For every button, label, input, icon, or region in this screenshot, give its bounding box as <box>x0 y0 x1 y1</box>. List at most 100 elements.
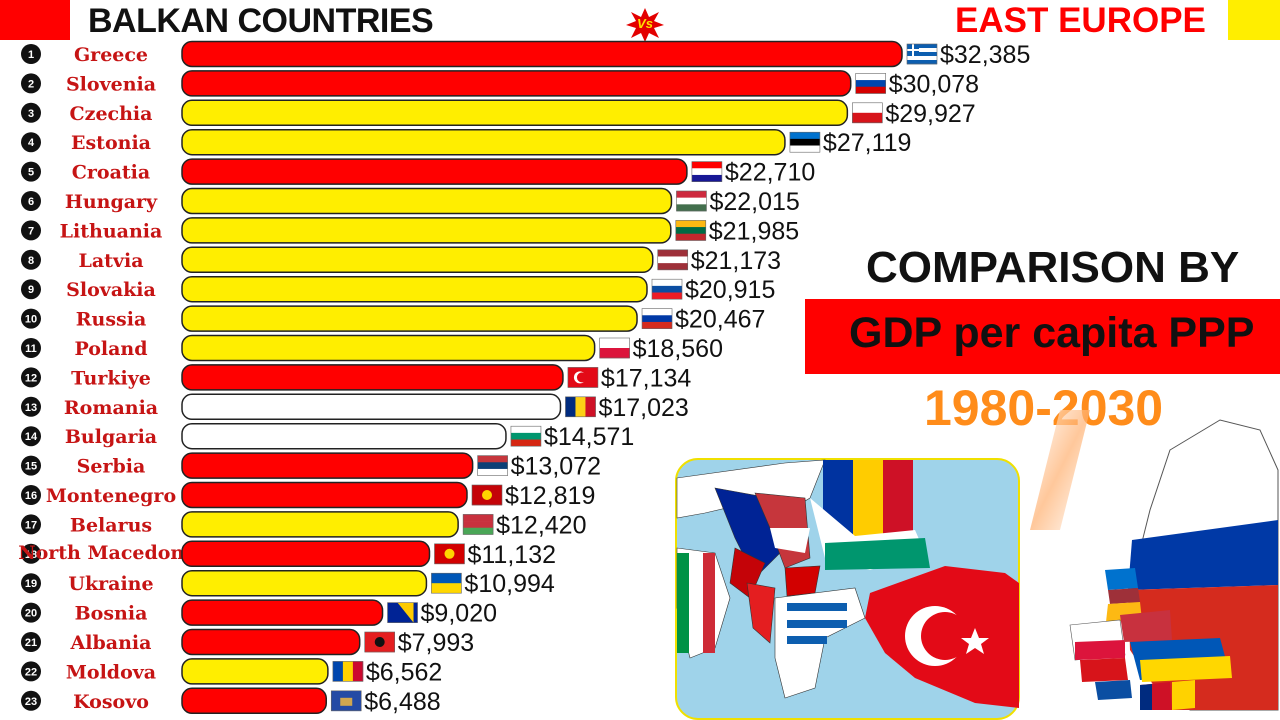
rank-number: 19 <box>25 578 37 590</box>
east-europe-title: EAST EUROPE <box>955 1 1206 40</box>
kosovo-flag-icon <box>330 690 362 712</box>
header-yellow-block <box>1228 0 1280 40</box>
gdp-bar <box>181 511 459 538</box>
gdp-bar <box>181 540 431 568</box>
country-label: Poland <box>74 338 147 360</box>
rank-number: 11 <box>25 343 37 355</box>
comparison-title: COMPARISON BY <box>866 243 1240 292</box>
rank-badge <box>21 661 41 682</box>
country-label: Romania <box>64 397 158 419</box>
value-label: $22,710 <box>725 159 815 187</box>
rank-number: 12 <box>25 372 37 384</box>
country-label: Latvia <box>78 250 143 272</box>
vs-badge-label: Vs <box>637 16 653 31</box>
value-label: $17,134 <box>601 364 691 392</box>
chart-row: 6 Hungary $22,015 <box>21 187 800 216</box>
rank-number: 5 <box>28 167 34 179</box>
rank-badge <box>21 308 41 329</box>
rank-number: 10 <box>25 314 37 326</box>
poland-flag-icon <box>599 337 630 359</box>
rank-badge <box>21 191 41 211</box>
gdp-bar <box>181 128 786 156</box>
rank-number: 22 <box>25 666 37 678</box>
country-label: Bulgaria <box>65 426 157 448</box>
bulgaria-flag-icon <box>510 425 542 447</box>
rank-number: 23 <box>25 696 37 708</box>
rank-badge <box>21 338 41 358</box>
rank-number: 9 <box>28 284 34 296</box>
rank-badge <box>21 102 41 123</box>
metric-banner: GDP per capita PPP <box>805 299 1280 374</box>
year-range: 1980-2030 <box>924 380 1164 436</box>
country-label: Turkiye <box>71 367 151 389</box>
header-red-block <box>0 0 70 40</box>
country-label: Ukraine <box>68 573 153 595</box>
east-europe-flag-map-icon <box>1030 410 1279 711</box>
country-label: Hungary <box>65 191 158 213</box>
gdp-bar <box>181 158 688 185</box>
chart-row: 9 Slovakia $20,915 <box>21 275 775 304</box>
chart-row: 21 Albania $7,993 <box>21 628 474 657</box>
rank-badge <box>21 249 41 270</box>
rank-badge <box>21 602 41 623</box>
balkan-countries-title: BALKAN COUNTRIES <box>88 2 434 40</box>
rank-badge <box>21 514 41 535</box>
rank-badge <box>21 279 41 300</box>
chart-row: 17 Belarus $12,420 <box>21 511 587 539</box>
rank-badge <box>21 455 41 476</box>
gdp-bar <box>181 569 428 597</box>
rank-badge <box>21 132 41 153</box>
rank-badge <box>21 44 41 64</box>
rank-number: 2 <box>28 78 34 90</box>
chart-row: 5 Croatia $22,710 <box>21 158 815 187</box>
gdp-bar <box>181 481 468 509</box>
country-label: Czechia <box>70 103 153 125</box>
rank-number: 15 <box>25 461 37 473</box>
value-label: $7,993 <box>398 629 474 657</box>
value-label: $20,915 <box>685 276 775 304</box>
gdp-bar <box>181 305 638 332</box>
rank-number: 4 <box>28 137 35 149</box>
country-label: Slovakia <box>66 279 156 301</box>
chart-row: 20 Bosnia $9,020 <box>21 599 497 628</box>
rank-badge <box>21 690 41 711</box>
gdp-bar <box>181 246 654 274</box>
chart-row: 22 Moldova $6,562 <box>21 658 442 686</box>
rank-number: 13 <box>25 402 37 414</box>
country-label: Belarus <box>70 514 152 536</box>
chart-row: 7 Lithuania $21,985 <box>21 217 799 245</box>
lithuania-flag-icon <box>675 220 707 241</box>
rank-badge <box>21 73 41 94</box>
gdp-bar <box>181 628 361 656</box>
chart-row: 3 Czechia $29,927 <box>21 99 976 128</box>
country-label: Bosnia <box>75 603 148 625</box>
rank-badge <box>21 573 41 594</box>
value-label: $20,467 <box>675 306 765 334</box>
romania-flag-icon <box>565 396 596 418</box>
rank-number: 16 <box>25 490 37 502</box>
rank-number: 14 <box>25 431 38 443</box>
chart-row: 8 Latvia $21,173 <box>21 246 781 275</box>
value-label: $9,020 <box>421 600 497 628</box>
rank-number: 7 <box>28 225 34 237</box>
chart-row: 11 Poland $18,560 <box>21 334 723 363</box>
chart-row: 2 Slovenia $30,078 <box>21 70 979 98</box>
value-label: $32,385 <box>940 41 1030 69</box>
gdp-bar <box>181 99 849 127</box>
estonia-flag-icon <box>789 131 821 153</box>
chart-row: 23 Kosovo $6,488 <box>21 687 441 716</box>
gdp-bar <box>181 364 564 391</box>
rank-number: 1 <box>28 49 34 61</box>
bosnia-flag-icon <box>387 602 418 623</box>
value-label: $18,560 <box>633 335 723 363</box>
value-label: $21,173 <box>691 247 781 275</box>
slovenia-flag-icon <box>855 73 887 94</box>
country-label: Albania <box>70 632 152 654</box>
albania-flag-icon <box>364 631 396 653</box>
chart-row: 10 Russia $20,467 <box>21 305 765 334</box>
chart-row: 4 Estonia $27,119 <box>21 128 911 157</box>
country-label: Moldova <box>66 661 156 683</box>
gdp-bar <box>181 658 329 685</box>
value-label: $12,420 <box>496 511 586 539</box>
rank-badge <box>21 367 41 388</box>
